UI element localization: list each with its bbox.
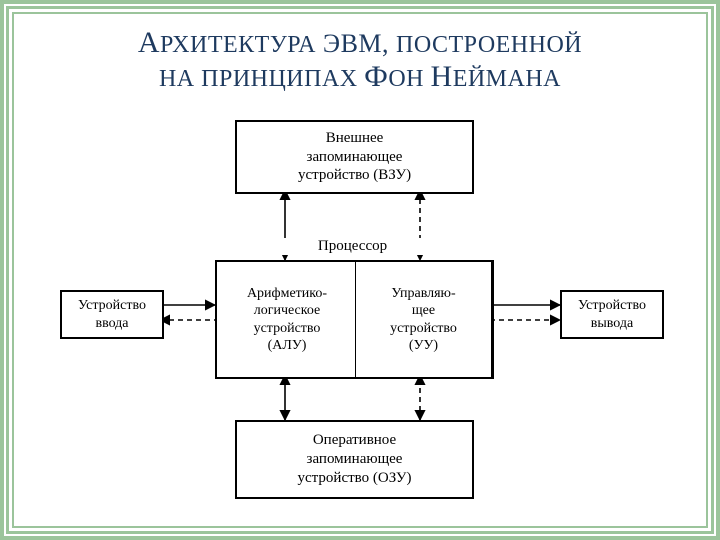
t2c: ОН (388, 66, 430, 92)
output-label: Устройствовывода (578, 297, 646, 332)
t1d: ПОСТРОЕННОЙ (396, 32, 582, 58)
page-title: АРХИТЕКТУРА ЭВМ, ПОСТРОЕННОЙ НА ПРИНЦИПА… (0, 26, 720, 94)
t2b: Ф (364, 60, 388, 93)
vzu-label: Внешнеезапоминающееустройство (ВЗУ) (298, 129, 411, 185)
node-uu: Управляю-щееустройство(УУ) (355, 260, 493, 379)
t1a: А (138, 26, 160, 59)
t1c: ЭВМ, (316, 29, 396, 58)
node-alu: Арифметико-логическоеустройство(АЛУ) (215, 260, 358, 379)
t2d: Н (431, 60, 453, 93)
node-input: Устройствоввода (60, 290, 164, 339)
node-output: Устройствовывода (560, 290, 664, 339)
node-vzu: Внешнеезапоминающееустройство (ВЗУ) (235, 120, 474, 194)
input-label: Устройствоввода (78, 297, 146, 332)
ram-label: Оперативноезапоминающееустройство (ОЗУ) (298, 431, 412, 487)
t2a: НА ПРИНЦИПАХ (159, 66, 364, 92)
node-ram: Оперативноезапоминающееустройство (ОЗУ) (235, 420, 474, 499)
t2e: ЕЙМАНА (453, 66, 561, 92)
t1b: РХИТЕКТУРА (160, 32, 316, 58)
processor-label: Процессор (215, 238, 490, 255)
von-neumann-diagram: Внешнеезапоминающееустройство (ВЗУ) Проц… (60, 120, 660, 500)
alu-label: Арифметико-логическоеустройство(АЛУ) (247, 285, 327, 355)
uu-label: Управляю-щееустройство(УУ) (390, 285, 457, 355)
